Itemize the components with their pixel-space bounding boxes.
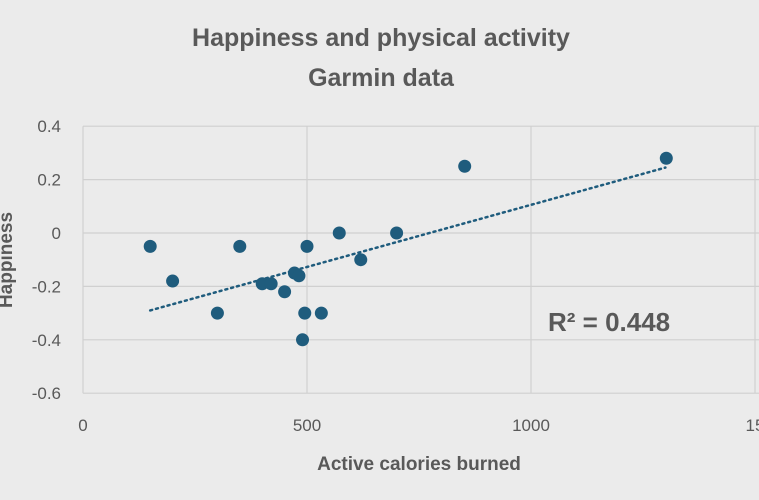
y-tick-label: 0: [52, 224, 61, 243]
y-tick-label: -0.6: [32, 384, 61, 403]
x-tick-label: 1000: [512, 416, 550, 435]
y-axis-label: Happiness: [0, 212, 17, 308]
data-point: [143, 239, 157, 253]
chart-subtitle: Garmin data: [308, 64, 455, 92]
y-tick-label: -0.2: [32, 277, 61, 296]
data-point: [458, 159, 472, 173]
data-point: [298, 306, 312, 320]
y-tick-label: -0.4: [32, 331, 61, 350]
r-squared-label: R² = 0.448: [548, 307, 670, 337]
y-tick-label: 0.4: [37, 117, 61, 136]
data-point: [233, 239, 247, 253]
data-point: [296, 333, 310, 347]
trendline: [148, 166, 667, 312]
data-point: [264, 277, 278, 291]
data-point: [332, 226, 346, 240]
data-point: [390, 226, 404, 240]
data-point: [659, 151, 673, 165]
x-tick-label: 15: [746, 416, 759, 435]
data-point: [166, 274, 180, 288]
y-tick-label: 0.2: [37, 171, 61, 190]
x-tick-label: 0: [78, 416, 87, 435]
x-tick-label: 500: [293, 416, 321, 435]
data-point: [354, 253, 368, 267]
data-point: [210, 306, 224, 320]
data-point: [255, 277, 269, 291]
data-point: [292, 269, 306, 283]
data-point: [314, 306, 328, 320]
data-point: [300, 239, 314, 253]
x-axis-label: Active calories burned: [317, 454, 521, 475]
chart-title: Happiness and physical activity: [192, 24, 570, 52]
data-point: [278, 285, 292, 299]
